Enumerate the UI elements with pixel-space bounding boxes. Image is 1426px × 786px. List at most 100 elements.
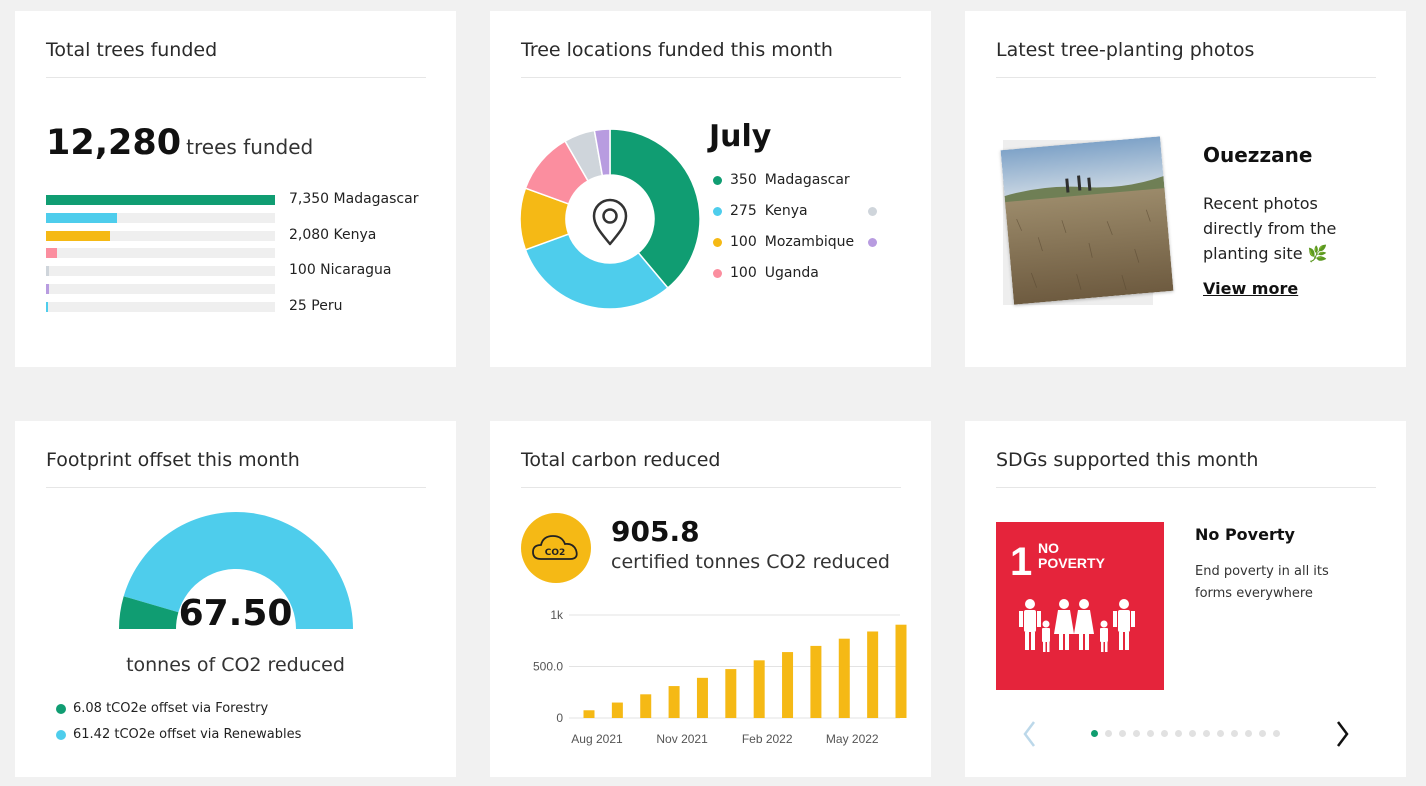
- latest-photos-card: Latest tree-planting photos: [965, 11, 1406, 367]
- tree-bar-row: [46, 212, 426, 231]
- gauge-renewables-arc: [123, 511, 354, 629]
- footprint-caption: tonnes of CO2 reduced: [126, 654, 345, 676]
- sdg-tile-number: 1: [1010, 540, 1033, 584]
- pager-dot[interactable]: [1217, 730, 1224, 737]
- tree-bar-row: 2,080 Kenya: [46, 227, 426, 249]
- photo-location-name: Ouezzane: [1203, 143, 1313, 167]
- trees-total-unit: trees funded: [186, 135, 314, 159]
- legend-item: 350 Madagascar: [713, 172, 850, 188]
- pager-dot[interactable]: [1175, 730, 1182, 737]
- x-tick-label: Aug 2021: [571, 732, 623, 746]
- photo-description: Recent photos directly from the planting…: [1203, 194, 1337, 263]
- carbon-bar: [895, 624, 907, 718]
- pager-dot[interactable]: [1147, 730, 1154, 737]
- locations-donut-chart: [519, 128, 701, 310]
- legend-name: Uganda: [764, 265, 819, 281]
- legend-value: 350: [730, 172, 757, 188]
- card-title: Tree locations funded this month: [521, 39, 901, 78]
- sdg-tile-name-line1: NO: [1038, 540, 1059, 556]
- tree-bar-row: 100 Nicaragua: [46, 262, 426, 284]
- pager-dot[interactable]: [1119, 730, 1126, 737]
- bar-track: [46, 195, 275, 205]
- carbon-bar: [668, 686, 680, 718]
- carbon-reduced-card: Total carbon reduced CO2 905.8 certified…: [490, 421, 931, 777]
- carbon-bar: [810, 645, 822, 718]
- bar-track: [46, 284, 275, 294]
- family-icon: [1019, 599, 1135, 652]
- pager-dot[interactable]: [1203, 730, 1210, 737]
- donut-slice: [524, 233, 669, 310]
- pager-dot[interactable]: [1259, 730, 1266, 737]
- y-tick-label: 0: [556, 711, 563, 725]
- tree-bar-row: [46, 248, 426, 266]
- next-arrow-icon[interactable]: [1332, 719, 1352, 749]
- legend-dot: [868, 238, 877, 247]
- carbon-bar: [696, 677, 708, 718]
- bar-track: [46, 212, 275, 223]
- tree-locations-card: Tree locations funded this month July 35…: [490, 11, 931, 367]
- y-tick-label: 1k: [550, 608, 564, 622]
- pager-dot[interactable]: [1133, 730, 1140, 737]
- pager-dot[interactable]: [1161, 730, 1168, 737]
- pager-dot[interactable]: [1273, 730, 1280, 737]
- pager-dot[interactable]: [1231, 730, 1238, 737]
- carbon-value: 905.8: [611, 515, 700, 548]
- donut-slice: [593, 128, 611, 177]
- bar-track: [46, 266, 275, 277]
- tree-bar-row: 25 Peru: [46, 298, 426, 320]
- legend-item: 100 Mozambique: [713, 234, 854, 250]
- bar-fill: [46, 284, 49, 294]
- trees-total: 12,280 trees funded: [46, 123, 313, 163]
- card-title: Total trees funded: [46, 39, 426, 78]
- x-tick-label: Nov 2021: [656, 732, 708, 746]
- bar-fill: [46, 212, 117, 223]
- carbon-bar: [838, 638, 850, 718]
- sdg-name: No Poverty: [1195, 525, 1295, 544]
- footprint-gauge: [119, 511, 354, 629]
- card-title: Latest tree-planting photos: [996, 39, 1376, 78]
- legend-dot: [56, 703, 66, 714]
- card-title: Footprint offset this month: [46, 449, 426, 488]
- tree-bar-row: 7,350 Madagascar: [46, 191, 426, 213]
- pager-dot[interactable]: [1245, 730, 1252, 737]
- carbon-caption: certified tonnes CO2 reduced: [611, 551, 890, 573]
- carbon-bar: [583, 710, 595, 718]
- footprint-offset-card: Footprint offset this month 67.50 tonnes…: [15, 421, 456, 777]
- carbon-bar: [782, 652, 794, 718]
- x-tick-label: May 2022: [826, 732, 879, 746]
- x-tick-label: Feb 2022: [742, 732, 793, 746]
- co2-icon-text: CO2: [545, 548, 566, 558]
- gauge-forestry-arc: [119, 596, 179, 629]
- legend-dot: [713, 175, 722, 185]
- legend-renewables: 61.42 tCO2e offset via Renewables: [56, 727, 301, 742]
- carbon-bar: [611, 702, 623, 718]
- pager-dot[interactable]: [1189, 730, 1196, 737]
- bar-track: [46, 248, 275, 259]
- legend-dot: [868, 207, 877, 216]
- bar-fill: [46, 248, 58, 259]
- legend-value: 100: [730, 265, 757, 281]
- pager-dot[interactable]: [1105, 730, 1112, 737]
- legend-item: 100 Uganda: [713, 265, 819, 281]
- bar-label: 100 Nicaragua: [289, 262, 392, 279]
- tree-planting-photo[interactable]: [1000, 136, 1174, 305]
- trees-funded-card: Total trees funded 12,280 trees funded 7…: [15, 11, 456, 367]
- footprint-value: 67.50: [178, 593, 293, 634]
- card-title: SDGs supported this month: [996, 449, 1376, 488]
- co2-cloud-icon: CO2: [521, 513, 591, 583]
- sdg-card: SDGs supported this month 1 NO POVERTY N…: [965, 421, 1406, 777]
- legend-value: 100: [730, 234, 757, 250]
- bar-fill: [46, 195, 275, 205]
- tree-bar-row: [46, 284, 426, 302]
- bar-track: [46, 301, 275, 312]
- carbon-bar: [640, 694, 652, 718]
- legend-dot: [713, 206, 722, 216]
- prev-arrow-icon[interactable]: [1020, 719, 1040, 749]
- sdg-tile-name: NO POVERTY: [1038, 541, 1105, 571]
- pager-dot[interactable]: [1091, 730, 1098, 737]
- legend-item: 275 Kenya: [713, 203, 808, 219]
- sdg-description: End poverty in all its forms everywhere: [1195, 564, 1329, 601]
- legend-dot: [713, 237, 722, 247]
- month-title: July: [709, 119, 772, 154]
- view-more-link[interactable]: View more: [1203, 279, 1299, 298]
